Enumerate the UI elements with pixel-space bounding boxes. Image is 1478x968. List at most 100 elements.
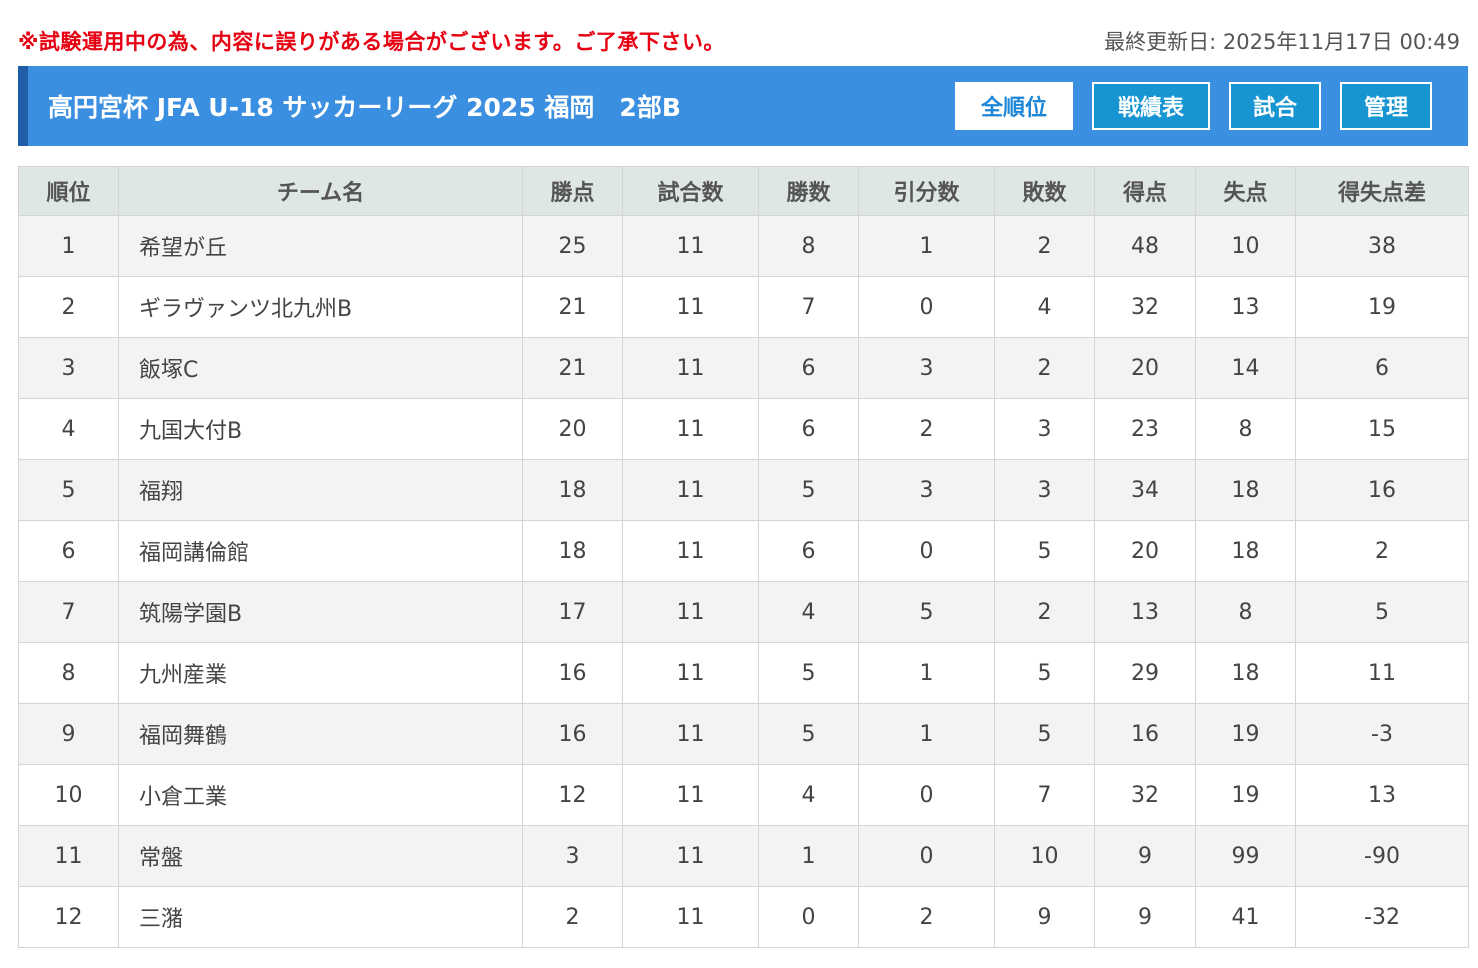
- cell-team-name: 飯塚C: [118, 337, 523, 399]
- cell-points: 21: [522, 337, 623, 399]
- cell-goals-against: 18: [1195, 642, 1296, 704]
- cell-points: 16: [522, 703, 623, 765]
- cell-rank: 1: [18, 215, 119, 277]
- table-row: 2 ギラヴァンツ北九州B 21 11 7 0 4 32 13 19: [18, 276, 1469, 338]
- table-row: 4 九国大付B 20 11 6 2 3 23 8 15: [18, 398, 1469, 460]
- cell-goals-against: 13: [1195, 276, 1296, 338]
- cell-points: 20: [522, 398, 623, 460]
- cell-losses: 2: [994, 581, 1095, 643]
- column-header-team-name: チーム名: [118, 166, 523, 216]
- cell-goal-diff: 13: [1295, 764, 1469, 826]
- nav-results-button[interactable]: 戦績表: [1092, 82, 1210, 130]
- cell-points: 16: [522, 642, 623, 704]
- cell-points: 12: [522, 764, 623, 826]
- table-row: 6 福岡講倫館 18 11 6 0 5 20 18 2: [18, 520, 1469, 582]
- cell-team-name: 福岡講倫館: [118, 520, 523, 582]
- cell-goals-for: 9: [1094, 825, 1196, 887]
- cell-played: 11: [622, 398, 759, 460]
- cell-goal-diff: 11: [1295, 642, 1469, 704]
- cell-draws: 3: [858, 337, 995, 399]
- cell-played: 11: [622, 886, 759, 948]
- cell-rank: 12: [18, 886, 119, 948]
- cell-goals-against: 10: [1195, 215, 1296, 277]
- top-bar: ※試験運用中の為、内容に誤りがある場合がございます。ご了承下さい。 最終更新日:…: [18, 22, 1460, 60]
- cell-draws: 3: [858, 459, 995, 521]
- cell-team-name: 三潴: [118, 886, 523, 948]
- cell-played: 11: [622, 459, 759, 521]
- cell-wins: 5: [758, 642, 859, 704]
- cell-losses: 2: [994, 337, 1095, 399]
- cell-goals-against: 14: [1195, 337, 1296, 399]
- cell-losses: 5: [994, 642, 1095, 704]
- column-header-wins: 勝数: [758, 166, 859, 216]
- cell-wins: 5: [758, 703, 859, 765]
- cell-goals-for: 16: [1094, 703, 1196, 765]
- cell-draws: 1: [858, 703, 995, 765]
- cell-goal-diff: -3: [1295, 703, 1469, 765]
- standings-table: 順位 チーム名 勝点 試合数 勝数 引分数 敗数 得点 失点 得失点差 1 希望が丘 25 11 8 1 2 4…: [18, 166, 1469, 948]
- cell-played: 11: [622, 520, 759, 582]
- cell-wins: 5: [758, 459, 859, 521]
- table-header: 順位 チーム名 勝点 試合数 勝数 引分数 敗数 得点 失点 得失点差: [18, 166, 1469, 216]
- cell-draws: 2: [858, 398, 995, 460]
- cell-points: 3: [522, 825, 623, 887]
- cell-goal-diff: 19: [1295, 276, 1469, 338]
- cell-losses: 10: [994, 825, 1095, 887]
- cell-wins: 6: [758, 520, 859, 582]
- column-header-rank: 順位: [18, 166, 119, 216]
- cell-wins: 6: [758, 398, 859, 460]
- cell-wins: 8: [758, 215, 859, 277]
- cell-team-name: 福翔: [118, 459, 523, 521]
- cell-goals-for: 13: [1094, 581, 1196, 643]
- cell-played: 11: [622, 337, 759, 399]
- cell-team-name: 福岡舞鶴: [118, 703, 523, 765]
- cell-goal-diff: 16: [1295, 459, 1469, 521]
- cell-wins: 1: [758, 825, 859, 887]
- cell-goals-for: 32: [1094, 276, 1196, 338]
- cell-played: 11: [622, 764, 759, 826]
- cell-team-name: 九国大付B: [118, 398, 523, 460]
- cell-played: 11: [622, 825, 759, 887]
- cell-losses: 3: [994, 459, 1095, 521]
- table-header-row: 順位 チーム名 勝点 試合数 勝数 引分数 敗数 得点 失点 得失点差: [18, 166, 1469, 216]
- cell-draws: 5: [858, 581, 995, 643]
- nav-buttons: 全順位 戦績表 試合 管理: [955, 82, 1432, 130]
- cell-goals-against: 99: [1195, 825, 1296, 887]
- cell-team-name: 九州産業: [118, 642, 523, 704]
- cell-goal-diff: -32: [1295, 886, 1469, 948]
- league-title: 高円宮杯 JFA U-18 サッカーリーグ 2025 福岡 2部B: [48, 93, 681, 122]
- cell-losses: 4: [994, 276, 1095, 338]
- cell-team-name: 小倉工業: [118, 764, 523, 826]
- cell-draws: 0: [858, 764, 995, 826]
- cell-goal-diff: 6: [1295, 337, 1469, 399]
- cell-draws: 0: [858, 276, 995, 338]
- nav-matches-button[interactable]: 試合: [1229, 82, 1321, 130]
- cell-goals-for: 34: [1094, 459, 1196, 521]
- column-header-played: 試合数: [622, 166, 759, 216]
- column-header-draws: 引分数: [858, 166, 995, 216]
- cell-goals-for: 32: [1094, 764, 1196, 826]
- cell-played: 11: [622, 276, 759, 338]
- cell-goals-for: 20: [1094, 337, 1196, 399]
- table-row: 10 小倉工業 12 11 4 0 7 32 19 13: [18, 764, 1469, 826]
- cell-rank: 11: [18, 825, 119, 887]
- cell-team-name: 常盤: [118, 825, 523, 887]
- cell-goal-diff: 15: [1295, 398, 1469, 460]
- cell-played: 11: [622, 703, 759, 765]
- cell-goals-for: 29: [1094, 642, 1196, 704]
- cell-rank: 8: [18, 642, 119, 704]
- nav-admin-button[interactable]: 管理: [1340, 82, 1432, 130]
- cell-goal-diff: 38: [1295, 215, 1469, 277]
- nav-standings-button[interactable]: 全順位: [955, 82, 1073, 130]
- cell-team-name: 希望が丘: [118, 215, 523, 277]
- cell-wins: 7: [758, 276, 859, 338]
- cell-losses: 2: [994, 215, 1095, 277]
- cell-goals-against: 18: [1195, 520, 1296, 582]
- league-header: 高円宮杯 JFA U-18 サッカーリーグ 2025 福岡 2部B 全順位 戦績…: [18, 66, 1468, 146]
- column-header-losses: 敗数: [994, 166, 1095, 216]
- cell-draws: 1: [858, 215, 995, 277]
- cell-points: 17: [522, 581, 623, 643]
- cell-goal-diff: 5: [1295, 581, 1469, 643]
- cell-played: 11: [622, 642, 759, 704]
- cell-rank: 3: [18, 337, 119, 399]
